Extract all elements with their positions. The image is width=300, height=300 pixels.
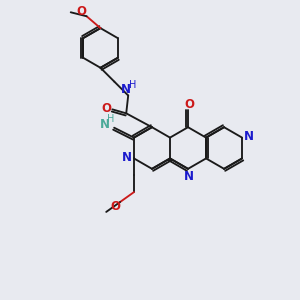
Text: O: O [101, 102, 111, 115]
Text: N: N [100, 118, 110, 131]
Text: O: O [110, 200, 120, 214]
Text: O: O [184, 98, 194, 111]
Text: H: H [130, 80, 137, 90]
Text: H: H [107, 114, 115, 124]
Text: N: N [121, 83, 131, 96]
Text: N: N [184, 170, 194, 183]
Text: N: N [244, 130, 254, 143]
Text: N: N [122, 151, 132, 164]
Text: O: O [76, 5, 87, 18]
